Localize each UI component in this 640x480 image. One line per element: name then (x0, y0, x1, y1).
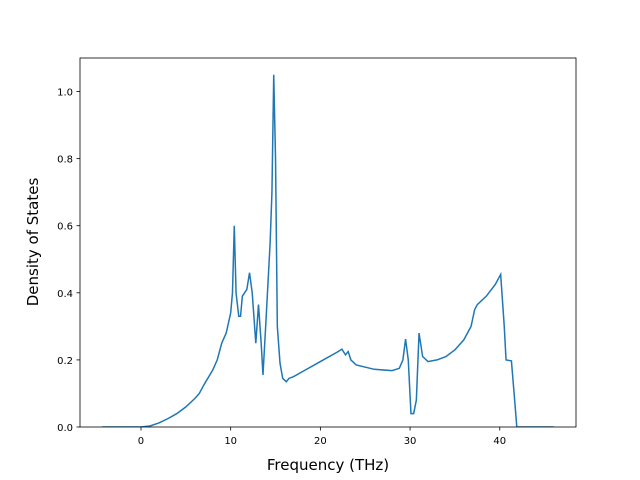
plot-frame (79, 57, 577, 428)
x-tick-label: 10 (224, 436, 237, 447)
y-tick-label: 0.0 (57, 423, 73, 434)
y-tick-label: 0.2 (57, 356, 73, 367)
y-tick-label: 0.6 (57, 222, 73, 233)
y-tick-label: 1.0 (57, 88, 73, 99)
x-tick-label: 20 (314, 436, 327, 447)
y-tick-label: 0.8 (57, 155, 73, 166)
x-axis-label: Frequency (THz) (267, 456, 389, 474)
y-axis-label: Density of States (24, 178, 42, 307)
x-tick-label: 30 (404, 436, 417, 447)
x-tick-label: 0 (138, 436, 144, 447)
x-tick-label: 40 (493, 436, 506, 447)
data-line (102, 74, 554, 427)
y-tick-label: 0.4 (57, 289, 73, 300)
